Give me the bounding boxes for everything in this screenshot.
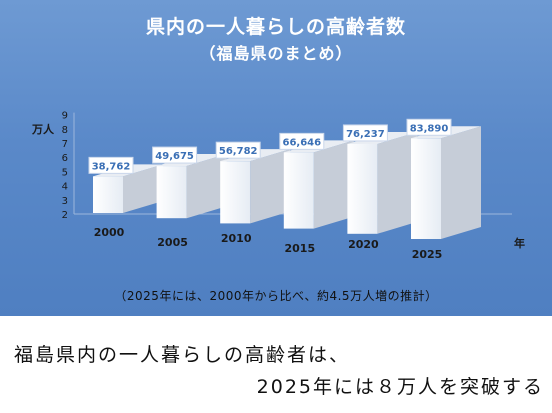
bar-front [220, 161, 250, 223]
bar-front [347, 144, 377, 234]
x-tick-label: 2015 [284, 242, 315, 255]
bar [220, 149, 290, 223]
data-label: 38,762 [92, 161, 131, 172]
data-label: 49,675 [155, 151, 194, 162]
bar [411, 126, 481, 239]
y-tick-label: 8 [62, 125, 68, 136]
y-tick-label: 5 [62, 167, 68, 178]
bar-side [441, 126, 481, 239]
data-label: 66,646 [283, 137, 322, 148]
y-tick-label: 6 [62, 153, 68, 164]
chart-panel: 2 3 4 5 6 7 8 9 万人年 38,762 2000 49,675 2005 56,782 20… [0, 0, 552, 316]
chart-note: （2025年には、2000年から比べ、約4.5万人増の推計） [0, 287, 552, 304]
y-tick-label: 2 [62, 210, 68, 221]
y-tick-label: 9 [62, 111, 68, 122]
bar [284, 140, 354, 228]
bar-front [157, 166, 187, 218]
x-tick-label: 2010 [221, 232, 252, 245]
y-tick-label: 3 [62, 196, 68, 207]
x-tick-label: 2000 [94, 226, 125, 239]
bar [347, 132, 417, 234]
caption-line-2: 2025年には８万人を突破する [257, 372, 544, 399]
x-tick-label: 2020 [348, 238, 379, 251]
bar-front [284, 152, 314, 228]
bar [157, 154, 227, 218]
chart-title: 県内の一人暮らしの高齢者数 [0, 12, 552, 39]
caption-line-1: 福島県内の一人暮らしの高齢者は、 [14, 340, 350, 367]
data-label: 83,890 [410, 123, 449, 134]
y-tick-label: 4 [62, 182, 68, 193]
y-axis-label: 万人 [31, 122, 55, 136]
bar-front [411, 138, 441, 239]
x-tick-label: 2025 [412, 248, 443, 261]
chart-subtitle: （福島県のまとめ） [0, 40, 552, 64]
x-tick-label: 2005 [157, 236, 188, 249]
data-label: 56,782 [219, 146, 258, 157]
bar-front [93, 176, 123, 213]
y-tick-label: 7 [62, 139, 68, 150]
x-axis-label: 年 [514, 236, 525, 250]
data-label: 76,237 [346, 129, 385, 140]
